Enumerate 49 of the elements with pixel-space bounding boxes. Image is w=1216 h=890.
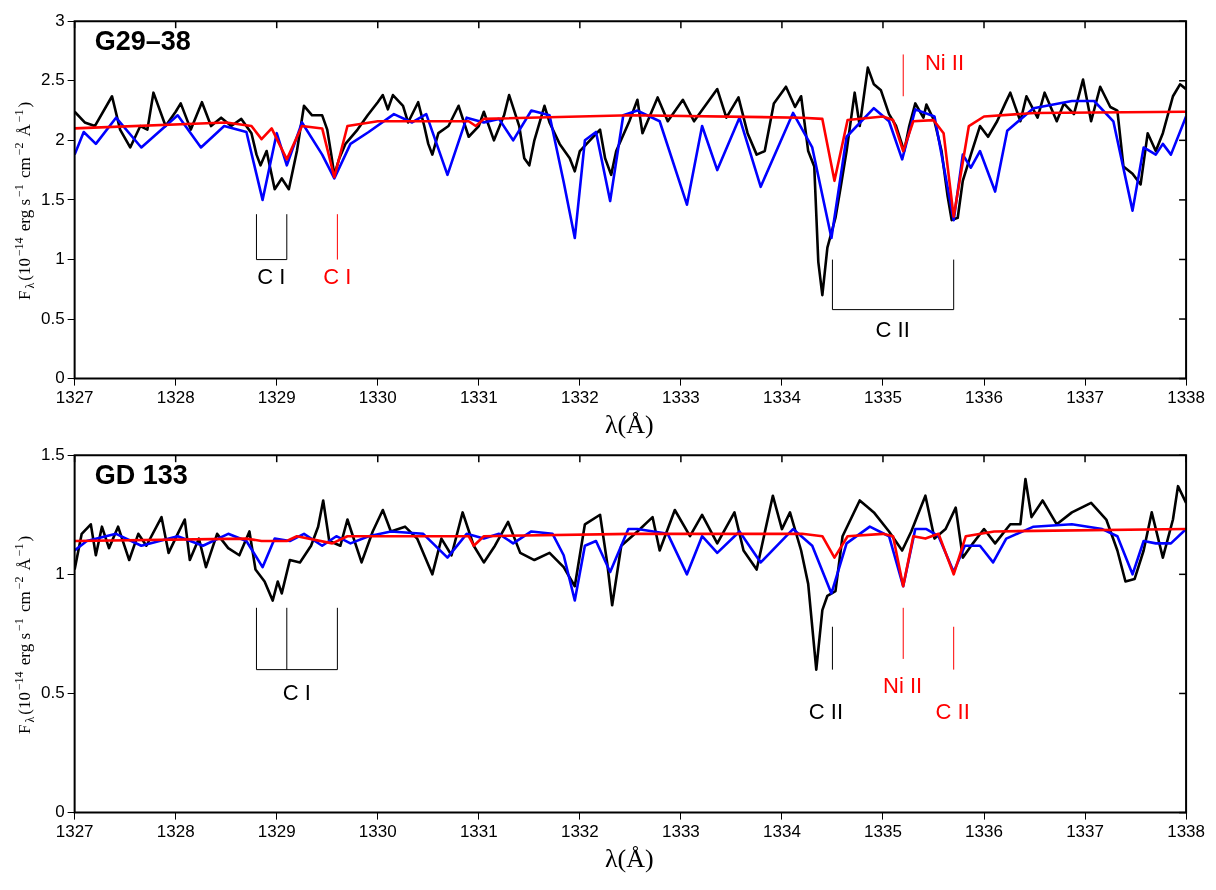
x-tick-label: 1331 [459, 388, 498, 408]
y-tick-label: 1.5 [40, 444, 65, 464]
x-tick-label: 1329 [257, 822, 296, 842]
y-tick-label: 0 [55, 368, 65, 388]
y-tick-label: 2.5 [40, 70, 65, 90]
x-tick-label: 1329 [257, 388, 296, 408]
annotation: C I [257, 263, 286, 289]
x-tick-label: 1334 [763, 388, 801, 408]
x-tick-label: 1333 [661, 388, 700, 408]
x-tick-label: 1330 [358, 388, 397, 408]
x-tick-label: 1335 [864, 388, 902, 408]
x-tick-label: 1331 [459, 822, 498, 842]
y-tick-label: 2 [55, 130, 65, 150]
annotation: C II [875, 317, 910, 343]
y-tick-label: 0.5 [40, 308, 65, 328]
x-tick-label: 1330 [358, 822, 397, 842]
y-tick-label: 0.5 [40, 683, 65, 703]
text: Fλ(10−14 erg s−1 cm−2 Å−1) [12, 101, 38, 300]
x-tick-label: 1332 [560, 388, 599, 408]
x-tick-label: 1336 [965, 388, 1003, 408]
y-tick-label: 1 [55, 249, 65, 269]
chart-title: G29–38 [94, 26, 191, 57]
x-tick-label: 1327 [55, 822, 94, 842]
y-tick-label: 3 [55, 10, 65, 30]
x-tick-label: 1336 [965, 822, 1003, 842]
x-tick-label: 1328 [156, 388, 195, 408]
x-tick-label: 1338 [1167, 388, 1205, 408]
x-tick-label: 1333 [661, 822, 700, 842]
annotation: C I [323, 263, 352, 289]
y-tick-label: 0 [55, 802, 65, 822]
annotation: Ni II [924, 50, 965, 76]
y-tick-label: 1 [55, 564, 65, 584]
chart-title: GD 133 [94, 460, 188, 491]
y-tick-label: 1.5 [40, 189, 65, 209]
x-tick-label: 1335 [864, 822, 902, 842]
x-tick-label: 1327 [55, 388, 94, 408]
x-axis-title: λ(Å) [605, 409, 654, 439]
x-tick-label: 1337 [1066, 388, 1104, 408]
annotation: Ni II [883, 672, 923, 698]
annotation: C II [935, 698, 970, 724]
x-tick-label: 1338 [1167, 822, 1205, 842]
annotation: C II [808, 698, 844, 724]
x-tick-label: 1337 [1066, 822, 1104, 842]
x-tick-label: 1328 [156, 822, 195, 842]
x-axis-title: λ(Å) [605, 843, 654, 873]
x-tick-label: 1334 [763, 822, 801, 842]
annotation: C I [282, 679, 311, 705]
text: Fλ(10−14 erg s−1 cm−2 Å−1) [12, 535, 38, 734]
x-tick-label: 1332 [560, 822, 599, 842]
